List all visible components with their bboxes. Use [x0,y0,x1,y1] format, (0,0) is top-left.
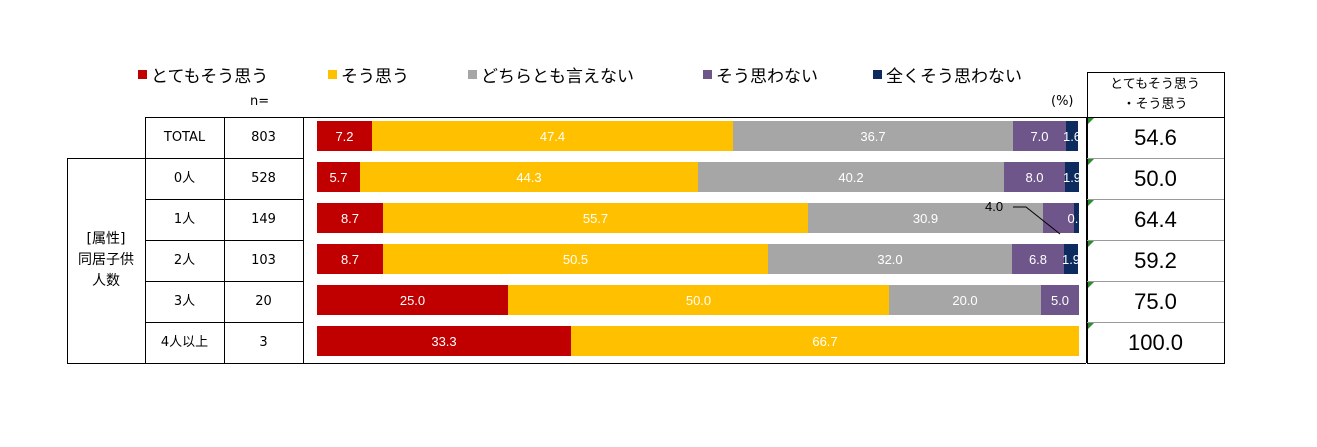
row-n: 149 [251,211,276,227]
bar-row: 8.7 55.7 30.9 0.7 [317,203,1086,233]
row-label: TOTAL [163,129,206,145]
top2-value: 50.0 [1134,165,1177,191]
bar-segment: 5.7 [317,162,360,192]
legend-item: そう思う [328,62,409,87]
legend-item: 全くそう思わない [873,62,1022,87]
bar-segment: 8.0 [1004,162,1065,192]
row-n: 528 [251,170,276,186]
bar-segment: 32.0 [768,244,1012,274]
bar-segment: 1.9 [1063,162,1081,192]
bar-segment: 7.0 [1013,121,1066,151]
bar-segment: 6.8 [1012,244,1064,274]
row-n: 20 [255,293,272,309]
cell-marker [1088,118,1094,124]
legend-swatch [468,70,477,79]
legend-label: 全くそう思わない [886,67,1022,87]
table-line [1087,72,1224,73]
bar-row: 5.7 44.3 40.2 8.0 1.9 [317,162,1081,192]
table-divider [1087,199,1224,200]
bar-row: 33.3 66.7 [317,326,1079,356]
legend-swatch [873,70,882,79]
table-line [145,117,146,363]
cell-marker [1088,323,1094,329]
bar-row: 7.2 47.4 36.7 7.0 1.6 [317,121,1081,151]
callout-leader [1013,206,1061,235]
top2-value: 75.0 [1134,288,1177,314]
legend-swatch [328,70,337,79]
legend-item: とてもそう思う [138,62,268,87]
bar-segment: 8.7 [317,244,383,274]
table-divider [1087,322,1224,323]
table-divider [1087,281,1224,282]
bar-segment: 1.6 [1063,121,1081,151]
row-n: 3 [259,334,268,350]
table-line [67,158,145,159]
bar-segment: 47.4 [372,121,733,151]
bar-segment: 50.0 [508,285,889,315]
bar-row: 8.7 50.5 32.0 6.8 1.9 [317,244,1080,274]
top2-value: 64.4 [1134,206,1177,232]
bar-segment: 30.9 [808,203,1043,233]
top2-header: とてもそう思う ・そう思う [1110,77,1200,112]
top2-value: 100.0 [1127,329,1184,355]
bar-segment: 25.0 [317,285,508,315]
table-line [303,117,304,363]
bar-segment: 40.2 [698,162,1004,192]
table-line [67,158,68,363]
row-n: 803 [251,129,276,145]
table-line [224,117,225,363]
cell-marker [1088,282,1094,288]
row-label: 4人以上 [160,334,209,350]
bar-segment: 50.5 [383,244,768,274]
top2-value: 59.2 [1134,247,1177,273]
table-divider [1087,158,1224,159]
bar-segment: 20.0 [889,285,1041,315]
table-divider [1087,240,1224,241]
table-line [1087,72,1088,363]
bar-segment: 7.2 [317,121,372,151]
bar-segment: 1.9 [1062,244,1080,274]
row-label: 1人 [173,211,196,227]
unit-label: (%) [1051,94,1074,109]
bar-segment: 55.7 [383,203,808,233]
row-label: 2人 [173,252,196,268]
bar-segment: 33.3 [317,326,571,356]
bar-segment: 44.3 [360,162,698,192]
bar-segment: 5.0 [1041,285,1079,315]
top2-value: 54.6 [1134,124,1177,150]
group-label: [属性] 同居子供 人数 [78,230,134,289]
legend-label: そう思う [341,67,409,87]
table-line [1224,72,1225,364]
bar-segment: 36.7 [733,121,1013,151]
row-label: 0人 [173,170,196,186]
legend-swatch [703,70,712,79]
table-line [1087,117,1224,118]
legend-item: そう思わない [703,62,818,87]
bar-segment: 8.7 [317,203,383,233]
legend-item: どちらとも言えない [468,62,634,87]
legend-label: とてもそう思う [151,67,269,87]
row-n: 103 [251,252,276,268]
cell-marker [1088,241,1094,247]
bar-row: 25.0 50.0 20.0 5.0 [317,285,1079,315]
table-line [67,363,1086,364]
bar-segment: 66.7 [571,326,1079,356]
row-label: 3人 [173,293,196,309]
bar-segment [1043,203,1074,233]
n-header: n= [250,94,270,109]
cell-marker [1088,159,1094,165]
legend-label: どちらとも言えない [481,67,634,87]
legend-label: そう思わない [716,67,818,87]
table-line [1086,117,1087,363]
legend-swatch [138,70,147,79]
callout-label: 4.0 [985,199,1004,214]
table-line [1087,363,1224,364]
cell-marker [1088,200,1094,206]
table-line [145,117,1086,118]
